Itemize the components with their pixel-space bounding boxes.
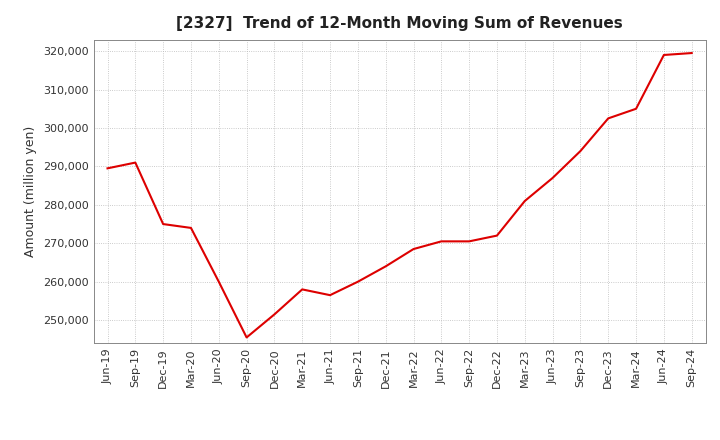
Y-axis label: Amount (million yen): Amount (million yen) — [24, 126, 37, 257]
Title: [2327]  Trend of 12-Month Moving Sum of Revenues: [2327] Trend of 12-Month Moving Sum of R… — [176, 16, 623, 32]
